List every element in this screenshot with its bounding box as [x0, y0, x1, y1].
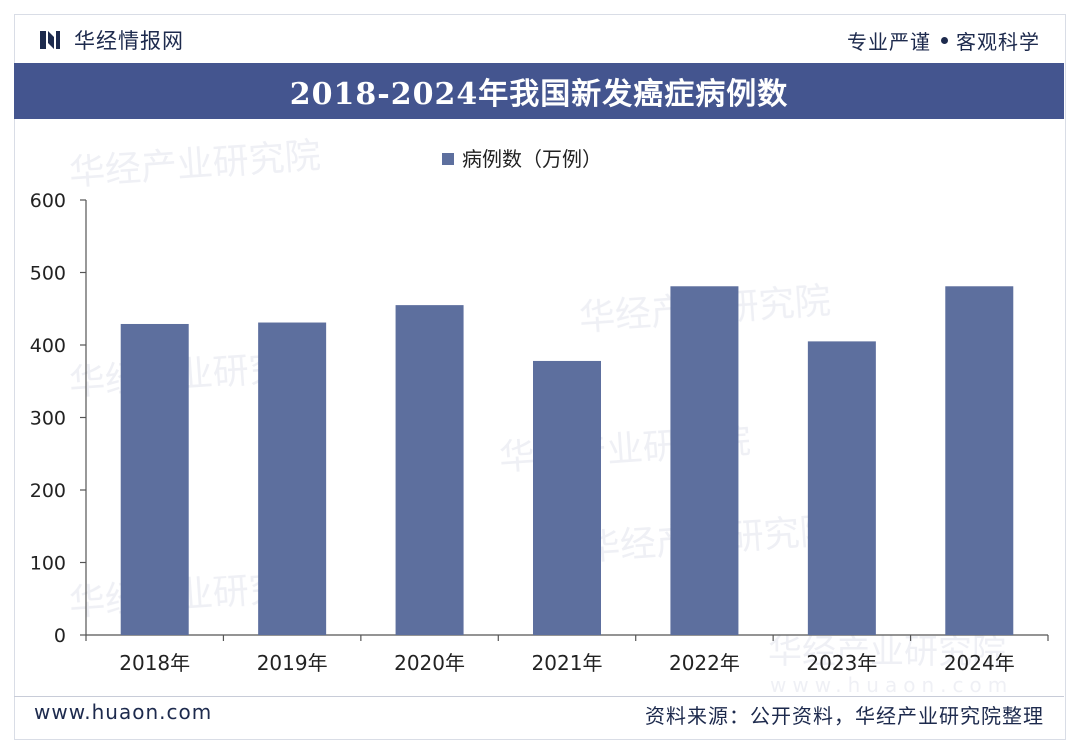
y-tick-label: 600 — [30, 190, 66, 212]
footer-divider — [14, 696, 1064, 697]
bar-2022年 — [670, 286, 738, 635]
x-tick-label: 2021年 — [532, 651, 603, 675]
bar-2024年 — [945, 286, 1013, 635]
legend: 病例数（万例） — [442, 147, 602, 171]
y-tick-label: 100 — [30, 553, 66, 575]
y-tick-label: 300 — [30, 408, 66, 430]
legend-label: 病例数（万例） — [462, 147, 602, 171]
bar-2020年 — [396, 305, 464, 635]
watermark-text: 华经产业研究院 — [68, 135, 322, 193]
bar-chart: 华经产业研究院华经产业研究院华经产业研究院华经产业研究院华经产业研究院华经产业研… — [0, 0, 1080, 755]
watermark-url-text: www.huaon.com — [770, 673, 1013, 697]
bar-2018年 — [121, 324, 189, 635]
footer: www.huaon.com 资料来源：公开资料，华经产业研究院整理 — [14, 696, 1064, 734]
x-tick-label: 2019年 — [257, 651, 328, 675]
source-note: 资料来源：公开资料，华经产业研究院整理 — [645, 700, 1044, 729]
x-tick-label: 2018年 — [119, 651, 190, 675]
bar-2023年 — [808, 341, 876, 635]
x-tick-label: 2020年 — [394, 651, 465, 675]
x-tick-label: 2023年 — [806, 651, 877, 675]
bar-2021年 — [533, 361, 601, 635]
legend-swatch — [442, 153, 454, 165]
x-tick-label: 2024年 — [944, 651, 1015, 675]
y-tick-labels: 0 100 200 300 400 500 600 — [30, 190, 66, 647]
y-tick-label: 500 — [30, 263, 66, 285]
y-tick-label: 200 — [30, 480, 66, 502]
y-tick-label: 0 — [54, 625, 66, 647]
footer-url[interactable]: www.huaon.com — [34, 700, 212, 724]
x-tick-label: 2022年 — [669, 651, 740, 675]
bar-2019年 — [258, 323, 326, 635]
y-tick-label: 400 — [30, 335, 66, 357]
